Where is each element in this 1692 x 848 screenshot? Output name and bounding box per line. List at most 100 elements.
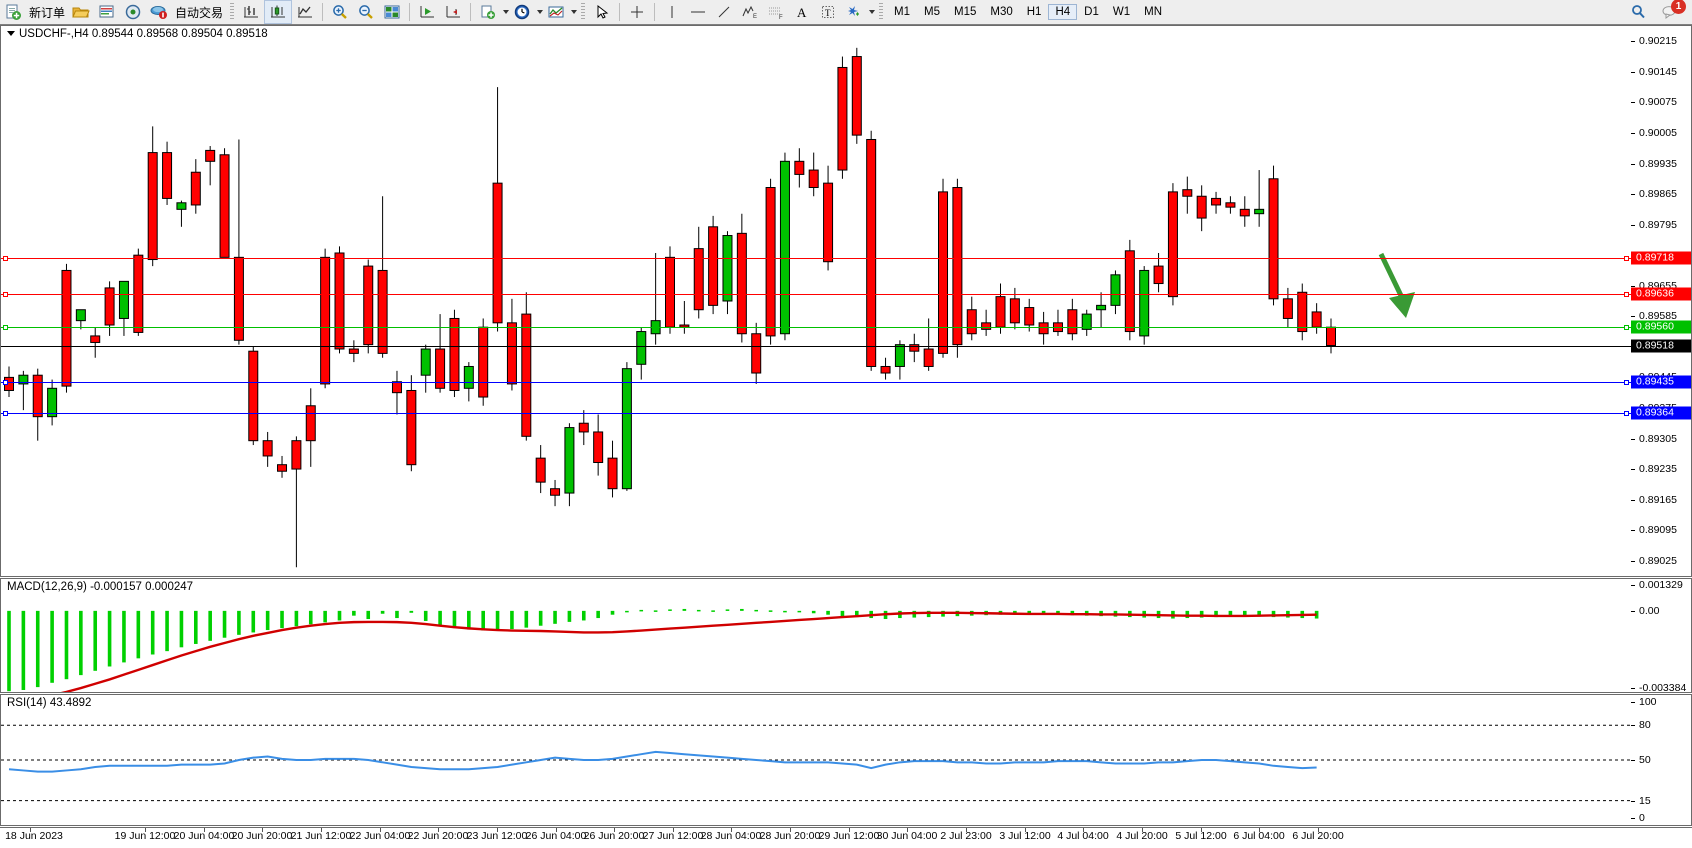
search-icon[interactable] — [1626, 1, 1652, 23]
timeframe-H4[interactable]: H4 — [1048, 4, 1078, 20]
price-flag-resistance-1[interactable]: 0.89718 — [1631, 251, 1691, 265]
trendline-icon[interactable] — [711, 1, 737, 23]
level-handle-left[interactable] — [3, 325, 8, 331]
elliott-icon[interactable]: E — [737, 1, 763, 23]
zoom-in-icon[interactable] — [327, 1, 353, 23]
shapes-icon[interactable] — [841, 1, 867, 23]
chart-area[interactable]: USDCHF-,H4 0.89544 0.89568 0.89504 0.895… — [0, 25, 1692, 848]
candle-body — [736, 232, 747, 335]
timeframe-M1[interactable]: M1 — [894, 6, 911, 18]
rsi-pane[interactable]: RSI(14) 43.4892 100 80 50 15 0 — [0, 694, 1692, 826]
line-chart-icon[interactable] — [292, 1, 318, 23]
timeframe-M15[interactable]: M15 — [954, 6, 977, 18]
macd-histogram-bar — [768, 610, 773, 612]
macd-tick: 0.00 — [1631, 605, 1691, 617]
text-icon[interactable]: A — [789, 1, 815, 23]
level-handle-left[interactable] — [3, 379, 8, 385]
price-pane[interactable]: USDCHF-,H4 0.89544 0.89568 0.89504 0.895… — [0, 25, 1692, 577]
shift-end-icon[interactable] — [440, 1, 466, 23]
toolbar-sep-1 — [322, 3, 324, 21]
price-flag-current-price[interactable]: 0.89518 — [1631, 339, 1691, 353]
cursor-icon[interactable] — [589, 1, 615, 23]
timeframe-D1[interactable]: D1 — [1084, 6, 1099, 18]
price-flag-support-line-green[interactable]: 0.89560 — [1631, 320, 1691, 334]
level-handle-right[interactable] — [1624, 256, 1629, 262]
candle-body — [722, 235, 733, 302]
candlestick-canvas — [4, 47, 1336, 568]
symbol-caret-icon[interactable] — [7, 31, 15, 37]
toolbar-grip-3[interactable] — [879, 3, 884, 21]
timeframe-H1[interactable]: H1 — [1026, 6, 1042, 18]
price-axis[interactable]: 0.90215 0.90145 0.90075 0.90005 0.89935 0.898… — [1631, 26, 1691, 576]
new-order-label[interactable]: 新订单 — [29, 5, 66, 20]
auto-trading-label[interactable]: 自动交易 — [175, 5, 224, 20]
level-handle-left[interactable] — [3, 410, 8, 416]
price-flag-resistance-2[interactable]: 0.89636 — [1631, 287, 1691, 301]
price-flag-support-1[interactable]: 0.89435 — [1631, 375, 1691, 389]
down-arrow[interactable] — [1378, 252, 1415, 318]
navigator-icon[interactable] — [120, 1, 146, 23]
toolbar-grip-1[interactable] — [230, 3, 235, 21]
candle-body — [291, 440, 302, 470]
candle-body — [1081, 313, 1092, 330]
symbol-header[interactable]: USDCHF-,H4 0.89544 0.89568 0.89504 0.895… — [7, 28, 268, 40]
candle-body — [305, 405, 316, 442]
macd-histogram-bar — [840, 610, 845, 617]
crosshair-icon[interactable] — [624, 1, 650, 23]
arrow-annotation-layer[interactable] — [1, 26, 1691, 576]
candle-body — [894, 344, 905, 367]
candle-body — [1211, 197, 1222, 206]
rsi-axis: 100 80 50 15 0 — [1631, 695, 1691, 825]
level-handle-right[interactable] — [1624, 379, 1629, 385]
level-handle-right[interactable] — [1624, 325, 1629, 331]
level-handle-right[interactable] — [1624, 410, 1629, 416]
candle-body — [751, 333, 762, 374]
bar-chart-icon[interactable] — [238, 1, 264, 23]
fibo-icon[interactable]: F — [763, 1, 789, 23]
hline-icon[interactable] — [685, 1, 711, 23]
candle-body — [794, 160, 805, 175]
data-window-icon[interactable] — [379, 1, 405, 23]
macd-histogram-bar — [35, 610, 40, 688]
candle-body — [1110, 274, 1121, 306]
folder-icon[interactable] — [68, 1, 94, 23]
macd-histogram-bar — [1214, 610, 1218, 618]
macd-pane[interactable]: MACD(12,26,9) -0.000157 0.000247 0.00132… — [0, 578, 1692, 694]
terminal-icon[interactable] — [94, 1, 120, 23]
level-handle-left[interactable] — [3, 256, 8, 262]
period-icon[interactable] — [509, 1, 535, 23]
time-label: 3 Jul 12:00 — [999, 830, 1051, 842]
auto-scroll-icon[interactable] — [414, 1, 440, 23]
svg-text:A: A — [797, 5, 807, 20]
timeframe-M30[interactable]: M30 — [990, 6, 1013, 18]
period-dropdown-caret[interactable] — [537, 10, 544, 14]
notification-icon[interactable]: 1 — [1658, 0, 1686, 23]
indicator-dropdown-caret[interactable] — [571, 10, 578, 14]
template-dropdown-caret[interactable] — [503, 10, 510, 14]
template-icon[interactable] — [475, 1, 501, 23]
timeframe-MN[interactable]: MN — [1144, 6, 1162, 18]
vline-icon[interactable] — [659, 1, 685, 23]
level-line-support-2[interactable] — [1, 410, 1631, 416]
level-line-support-line-green[interactable] — [1, 325, 1631, 331]
level-line-resistance-1[interactable] — [1, 256, 1631, 262]
price-flag-support-2[interactable]: 0.89364 — [1631, 406, 1691, 420]
macd-histogram-bar — [409, 610, 414, 613]
toolbar-grip-2[interactable] — [581, 3, 586, 21]
label-icon[interactable]: T — [815, 1, 841, 23]
shapes-dropdown-caret[interactable] — [869, 10, 876, 14]
level-handle-right[interactable] — [1624, 292, 1629, 298]
toolbar-sep-2 — [409, 3, 411, 21]
timeframe-W1[interactable]: W1 — [1112, 6, 1131, 18]
zoom-out-icon[interactable] — [353, 1, 379, 23]
time-axis[interactable]: 18 Jun 2023 19 Jun 12:00 20 Jun 04:00 20 Ju… — [0, 827, 1692, 848]
level-line-resistance-2[interactable] — [1, 292, 1631, 298]
level-line-support-1[interactable] — [1, 379, 1631, 385]
new-order-button[interactable] — [0, 1, 26, 23]
candle-chart-icon[interactable] — [264, 0, 293, 24]
indicator-icon[interactable] — [543, 1, 569, 23]
timeframe-M5[interactable]: M5 — [924, 6, 940, 18]
time-tick — [1083, 828, 1084, 832]
level-handle-left[interactable] — [3, 292, 8, 298]
autotrading-icon[interactable] — [146, 1, 172, 23]
